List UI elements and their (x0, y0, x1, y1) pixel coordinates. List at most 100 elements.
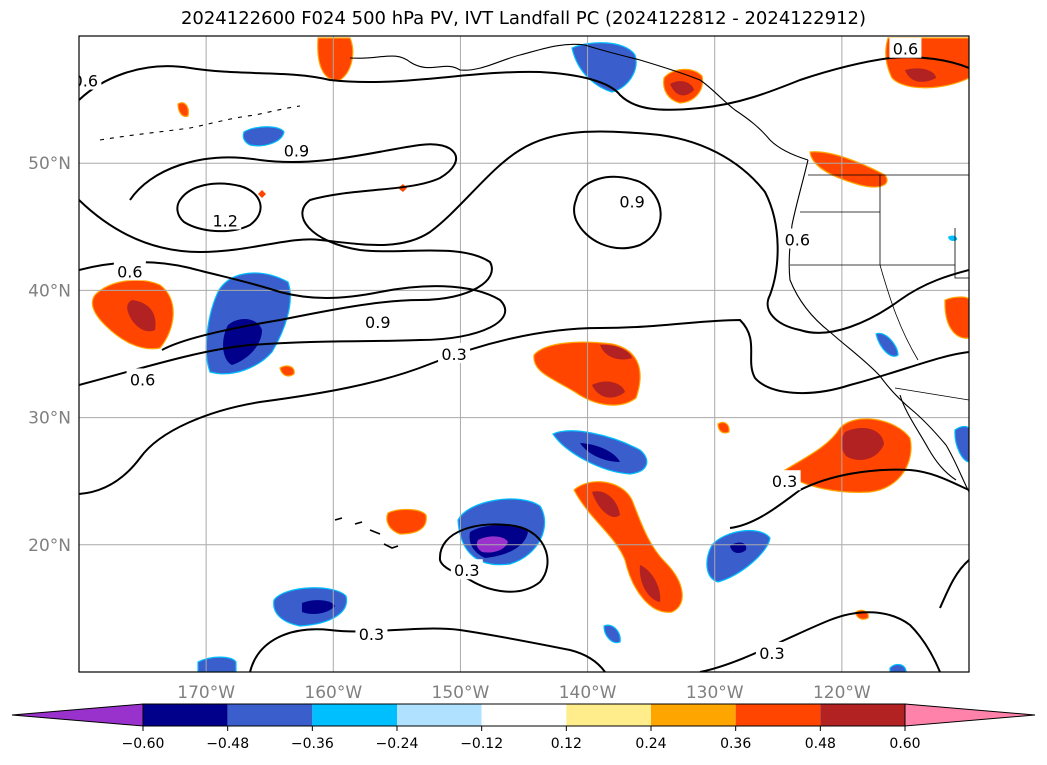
contour-1.2 (176, 182, 262, 233)
lon-tick-label: 140°W (559, 683, 617, 703)
pos-patch-diagonal-core-a (592, 491, 620, 518)
contour-label: 0.6 (113, 260, 146, 281)
pos-patch-northeast-core (905, 68, 936, 82)
coastline-west-coast (788, 159, 969, 493)
map-frame (78, 35, 970, 673)
lon-tick-label: 160°W (304, 683, 362, 703)
negative-anomaly-patches (197, 42, 969, 672)
border-state-ca-nv (879, 264, 919, 361)
colorbar-segment (397, 704, 482, 726)
pos-patch-dot-a (258, 190, 266, 198)
colorbar-tick-label: −0.24 (376, 736, 419, 752)
contour-label-text: 0.3 (454, 561, 479, 580)
contour-label: 0.9 (361, 311, 394, 332)
border-state-vertical (879, 175, 969, 279)
pv-contours (79, 56, 969, 672)
pos-patch-diagonal (573, 481, 683, 613)
pos-patch-small-sub (717, 421, 730, 434)
lon-tick-label: 170°W (177, 683, 235, 703)
axis-tick-labels: 170°W 160°W 150°W 140°W 130°W 120°W 20°N 30°N 40… (28, 154, 871, 703)
pos-patch-central-core-b (592, 381, 625, 398)
pos-patch-small-north (177, 102, 189, 117)
colorbar-tick-label: −0.48 (206, 736, 249, 752)
contour-label: 0.3 (438, 343, 471, 364)
pos-patch-hawaii-west (386, 508, 427, 535)
political-borders (790, 174, 969, 401)
pos-patch-alaska-core (670, 81, 694, 96)
colorbar-segment (651, 704, 736, 726)
coastline-baja (899, 394, 957, 481)
contour-label: 0.6 (781, 228, 814, 250)
neg-patch-california (875, 332, 899, 357)
colorbar-tick-label: 0.12 (551, 736, 582, 752)
contour-0.9-north-a (129, 143, 493, 351)
contour-label: 0.6 (126, 368, 159, 389)
neg-patch-central-north-core (223, 318, 262, 365)
pos-patch-diagonal-core-b (639, 565, 661, 602)
contour-label: 0.9 (616, 190, 649, 211)
contour-label-text: 0.9 (619, 192, 644, 211)
contour-label-text: 0.6 (785, 231, 810, 250)
colorbar-extend-min (11, 703, 144, 727)
lat-tick-label: 20°N (28, 536, 71, 556)
pos-patch-westcentral-core (127, 300, 156, 332)
neg-patch-aleutian (242, 126, 285, 147)
contour-0.3-east (729, 468, 969, 529)
contour-0.6-main (79, 130, 969, 334)
colorbar-tick-label: −0.60 (122, 736, 165, 752)
contour-label: 0.9 (280, 139, 313, 160)
colorbar-segment (481, 704, 567, 726)
coastlines (99, 43, 969, 549)
lat-tick-label: 40°N (28, 281, 71, 301)
contour-label: 1.2 (209, 209, 242, 230)
neg-patch-tiny-north (948, 235, 958, 241)
colorbar-segment (820, 704, 905, 726)
colorbar-tick-label: 0.36 (720, 736, 751, 752)
colorbar-segment (566, 704, 651, 726)
map-title: 2024122600 F024 500 hPa PV, IVT Landfall… (180, 8, 867, 29)
neg-patch-bottom-right (889, 663, 907, 672)
pos-patch-east-core (841, 428, 884, 460)
map-plot-area: 0.6 0.9 1.2 0.9 0.6 0.6 0.9 0.3 0.6 0.3 0.3 0.3 0.3 0… (73, 36, 969, 672)
coastline-islands-aleutian (99, 105, 301, 141)
colorbar-tick-label: 0.24 (635, 736, 666, 752)
contour-label-text: 0.9 (284, 141, 309, 160)
neg-patch-southeast (706, 530, 771, 583)
contour-label-text: 0.6 (117, 262, 142, 281)
neg-patch-small-south (603, 624, 621, 644)
contour-label-text: 0.3 (359, 625, 384, 644)
border-us-mexico (894, 387, 969, 401)
contour-0.6-mid (79, 261, 507, 386)
neg-patch-baja (954, 425, 969, 463)
contour-label-text: 0.3 (759, 644, 784, 663)
contour-0.9-east (573, 175, 662, 250)
colorbar-extend-max (904, 703, 1036, 727)
colorbar-tick-label: −0.12 (460, 736, 503, 752)
contour-label: 0.3 (450, 559, 483, 580)
colorbar: −0.60 −0.48 −0.36 −0.24 −0.12 0.12 0.24 0.36 0.4… (11, 703, 1036, 752)
contour-0.6-north (79, 56, 969, 111)
pos-patch-pacific-northwest (809, 151, 888, 188)
pos-patch-east-edge (944, 296, 969, 339)
contour-label: 0.3 (355, 622, 388, 644)
pos-patch-small-mid (279, 365, 295, 377)
contour-label-text: 0.3 (772, 472, 797, 491)
contour-label-text: 0.6 (893, 40, 918, 59)
lon-tick-label: 150°W (432, 683, 490, 703)
lat-tick-label: 30°N (28, 409, 71, 429)
contour-labels: 0.6 0.9 1.2 0.9 0.6 0.6 0.9 0.3 0.6 0.3 0.3 0.3 0.3 0… (73, 37, 922, 663)
colorbar-segment (312, 704, 397, 726)
contour-0.3-se (699, 611, 941, 672)
contour-label-text: 0.3 (441, 345, 466, 364)
contour-0.3-se-b (939, 559, 969, 609)
contour-label: 0.3 (755, 641, 788, 663)
contour-label-text: 0.9 (365, 313, 390, 332)
pos-patch-central-core-a (600, 344, 632, 360)
colorbar-segment (143, 704, 228, 726)
contour-label: 0.3 (768, 470, 801, 491)
contour-label-text: 1.2 (212, 211, 237, 230)
colorbar-frame (142, 703, 906, 727)
colorbar-tick-label: −0.36 (291, 736, 334, 752)
contour-label-text: 0.6 (73, 72, 98, 91)
